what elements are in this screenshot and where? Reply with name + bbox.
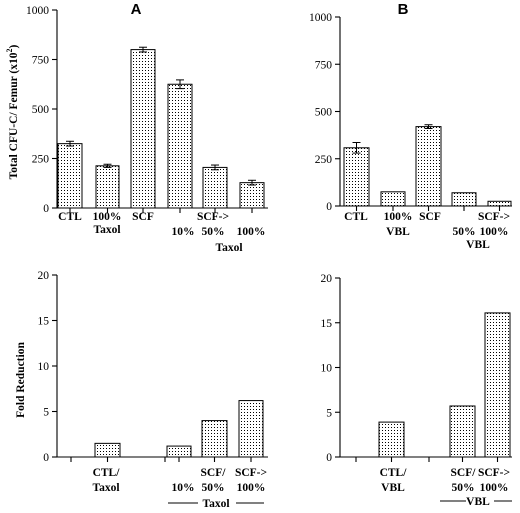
panel-b-label: B — [398, 1, 409, 18]
category-label: 100% — [480, 482, 509, 494]
bar-scf-50- — [202, 166, 228, 209]
category-label: Taxol — [92, 482, 119, 494]
chart-panel-d: 0 5 10 15 20 CTL/VBL SCF/50%SCF-> 100% VBL — [321, 273, 512, 508]
group-label: VBL — [466, 496, 490, 508]
bar-scf-100- — [487, 200, 512, 207]
category-label: 100% — [237, 482, 266, 494]
category-label: SCF — [419, 211, 441, 223]
bar-scf-50- — [201, 420, 228, 458]
bar-100-vbl — [380, 191, 406, 207]
bar-scf-100- — [239, 182, 265, 209]
bar-ctl — [57, 143, 83, 209]
bar-scf — [415, 126, 442, 207]
category-label: SCF-> — [235, 467, 267, 479]
top-y-axis-title-sup: 2 — [5, 49, 14, 53]
bar-scf-10- — [167, 83, 193, 209]
group-label: Taxol — [215, 242, 242, 254]
y-tick-label: 10 — [38, 361, 50, 373]
category-label: 100% — [480, 226, 509, 238]
category-label: CTL/ — [380, 467, 408, 479]
y-tick-label: 250 — [32, 154, 50, 166]
bar-ctl — [343, 147, 370, 207]
bar-ctl-taxol — [94, 442, 121, 458]
category-label: Taxol — [93, 224, 120, 236]
bar-scf-100- — [238, 400, 264, 458]
y-tick-label: 1000 — [309, 12, 332, 24]
bar-ctl-vbl — [378, 421, 405, 458]
category-label: SCF — [132, 211, 154, 223]
category-label: 50% — [202, 226, 225, 238]
category-label: CTL — [58, 211, 82, 223]
y-tick-label: 0 — [326, 452, 332, 464]
category-label: CTL — [344, 211, 368, 223]
y-tick-label: 15 — [38, 316, 50, 328]
y-tick-label: 5 — [43, 407, 49, 419]
category-label: 100% — [237, 226, 266, 238]
y-tick-label: 20 — [38, 270, 50, 282]
category-label: 50% — [452, 482, 475, 494]
y-tick-label: 20 — [321, 273, 333, 285]
chart-panel-c: 0 5 10 15 20 CTL/Taxol 10% SCF/50% SCF-> 100% Taxo… — [38, 270, 268, 510]
y-tick-label: 0 — [43, 203, 49, 215]
y-tick-label: 10 — [321, 363, 333, 375]
bar-scf-50- — [451, 192, 477, 207]
category-label: 100% — [384, 211, 413, 223]
top-y-axis-title-close: ) — [8, 45, 20, 49]
category-label: 100% — [93, 211, 122, 223]
y-tick-label: 5 — [326, 407, 332, 419]
y-tick-label: 0 — [43, 452, 49, 464]
bar-100-taxol — [95, 165, 120, 209]
category-label: SCF/ — [201, 467, 227, 479]
category-label: 50% — [202, 482, 225, 494]
category-label: SCF-> — [197, 211, 229, 223]
category-label: SCF-> — [478, 211, 510, 223]
category-label: SCF-> — [478, 467, 510, 479]
bar-scf-50- — [449, 405, 476, 458]
y-tick-label: 500 — [32, 104, 50, 116]
bar-scf — [130, 49, 156, 209]
panel-a-label: A — [131, 1, 142, 18]
group-label: Taxol — [202, 498, 229, 510]
y-tick-label: 750 — [315, 59, 333, 71]
category-label: CTL/ — [93, 467, 121, 479]
y-tick-label: 0 — [326, 201, 332, 213]
y-tick-label: 500 — [315, 107, 333, 119]
category-label: VBL — [381, 482, 405, 494]
category-label: SCF/ — [451, 467, 477, 479]
category-label: VBL — [386, 226, 410, 238]
bottom-y-axis-title: Fold Reduction — [15, 342, 27, 418]
y-tick-label: 250 — [315, 154, 333, 166]
y-tick-label: 15 — [321, 318, 333, 330]
bar-scf-100- — [484, 312, 511, 458]
category-label: 10% — [172, 482, 195, 494]
top-y-axis-title-main: Total CFU-C/ Femur (x10 — [8, 52, 20, 179]
category-label: 50% — [453, 226, 476, 238]
bar-scf-10- — [166, 445, 192, 458]
y-tick-label: 1000 — [26, 5, 49, 17]
category-label: 10% — [172, 226, 195, 238]
y-tick-label: 750 — [32, 55, 50, 67]
top-y-axis-title: Total CFU-C/ Femur (x102) — [5, 45, 20, 180]
group-label: VBL — [466, 239, 490, 251]
